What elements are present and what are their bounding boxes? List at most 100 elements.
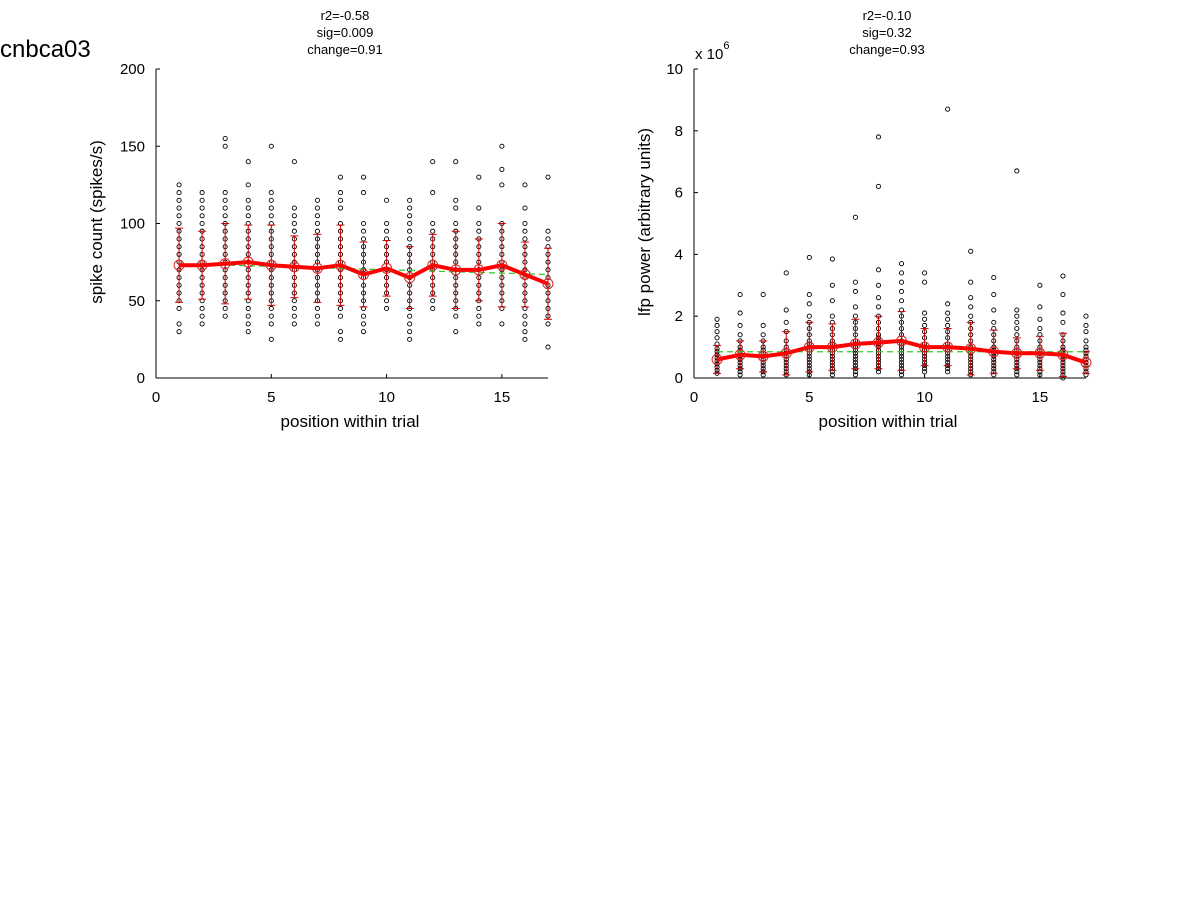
panel1-trial-point xyxy=(291,313,297,319)
panel2-trial-point xyxy=(714,329,720,335)
panel2-trial-point xyxy=(922,366,928,372)
panel1-trial-point xyxy=(314,220,320,227)
panel2-trial-point xyxy=(852,313,858,319)
panel2-mean-marker xyxy=(1057,349,1069,361)
panel2-mean-marker xyxy=(734,349,746,361)
panel2-trial-point xyxy=(968,248,974,254)
panel2-stat-sig: sig=0.32 xyxy=(862,25,912,40)
panel1-trial-point xyxy=(337,197,344,203)
panel1-trial-point xyxy=(499,166,505,172)
panel1-trial-point xyxy=(291,220,297,227)
panel1-trial-point xyxy=(268,143,274,149)
panel2-trial-point xyxy=(1037,316,1043,322)
panel1-trial-point xyxy=(268,205,274,211)
panel2-trial-point xyxy=(922,270,928,276)
panel1-trial-point xyxy=(268,313,274,319)
panel1-trial-point xyxy=(291,213,297,219)
panel1-x-tick-label: 5 xyxy=(267,389,275,406)
panel2-y-exponent-base: x 10 xyxy=(695,46,723,63)
panel2-x-tick-label: 0 xyxy=(690,389,698,406)
panel2-trial-point xyxy=(852,279,858,285)
panel1-error-bars xyxy=(175,223,552,320)
panel2-trial-point xyxy=(737,332,743,338)
panel2-trial-point xyxy=(829,313,835,319)
panel2-trial-point xyxy=(898,270,905,276)
panel1-trial-point xyxy=(245,329,251,335)
panel1-trial-point xyxy=(430,305,436,312)
panel2-x-axis-label: position within trial xyxy=(819,412,958,431)
panel2-mean-marker xyxy=(849,338,861,350)
panel2-trial-point xyxy=(1014,313,1020,319)
panel2-trial-point xyxy=(1083,313,1089,319)
panel2-y-tick-label: 8 xyxy=(675,123,683,140)
panel2-trial-point xyxy=(945,366,951,372)
panel1-trial-point xyxy=(453,159,459,165)
panel2-trial-point xyxy=(875,295,882,301)
panel2-y-tick-label: 0 xyxy=(675,370,683,387)
panel2-trial-point xyxy=(1060,319,1066,325)
panel1-trial-point xyxy=(522,321,528,327)
panel1-trial-point xyxy=(407,220,413,227)
panel1-trial-point xyxy=(360,220,367,227)
panel2-trial-point xyxy=(806,292,812,298)
panel2-trial-point xyxy=(945,369,951,375)
panel2-x-tick-label: 15 xyxy=(1032,389,1049,406)
panel1-trial-point xyxy=(430,298,436,304)
panel1-trial-point xyxy=(337,190,344,196)
panel2-trial-point xyxy=(783,270,789,276)
panel1-trial-point xyxy=(314,197,320,203)
panel2-trial-point xyxy=(1037,304,1043,310)
panel1-trial-point xyxy=(222,135,228,142)
panel1-trial-point xyxy=(476,205,482,211)
panel1-trial-point xyxy=(545,236,551,242)
panel1-mean-marker xyxy=(404,272,416,284)
panel1-trial-point xyxy=(176,305,182,312)
panel2-trial-point xyxy=(737,369,743,375)
panel1-trial-point xyxy=(522,228,528,234)
panel1-trial-point xyxy=(384,298,390,304)
panel1-trial-point xyxy=(176,213,182,219)
panel1-y-tick-label: 50 xyxy=(128,293,145,310)
panel1-trial-point xyxy=(199,321,205,327)
panel1-trial-point xyxy=(222,190,228,196)
panel2-mean-marker xyxy=(988,346,1000,358)
panel1-trial-point xyxy=(245,197,251,203)
panel2-trial-point xyxy=(829,298,835,304)
panel1-trial-point xyxy=(360,174,367,180)
panel2-mean-line xyxy=(716,338,1087,365)
panel1-mean-marker xyxy=(219,258,231,270)
panel1-trial-point xyxy=(384,305,390,312)
panel2-trial-point xyxy=(1083,338,1089,344)
panel1-trial-point xyxy=(176,205,182,211)
panel2-trial-point xyxy=(875,282,882,288)
panel1-trial-point xyxy=(291,228,297,234)
panel1-x-tick-label: 10 xyxy=(378,389,395,406)
panel2-mean-marker xyxy=(896,335,908,347)
panel2-trial-point xyxy=(829,372,835,378)
panel1-trial-point xyxy=(268,305,274,312)
panel2-mean-marker xyxy=(965,343,977,355)
panel1-mean-marker xyxy=(450,264,462,276)
panel2-trial-point xyxy=(737,310,743,316)
panel2-mean-marker xyxy=(1034,347,1046,359)
panel1-trial-point xyxy=(453,329,459,335)
panel2-mean-marker xyxy=(780,347,792,359)
panel1-trial-point xyxy=(360,236,367,242)
panel1-x-tick-label: 0 xyxy=(152,389,160,406)
panel1-trial-point xyxy=(268,213,274,219)
panel1-mean-marker xyxy=(196,259,208,271)
panel1-trial-point xyxy=(407,205,413,211)
panel1-trial-point xyxy=(222,205,228,211)
spike-count-panel: r2=-0.58 sig=0.009 change=0.91 position … xyxy=(87,8,554,431)
panel2-trial-point xyxy=(898,298,905,304)
panel1-trial-point xyxy=(337,174,344,180)
panel1-trial-point xyxy=(291,159,297,165)
panel2-trial-point xyxy=(1014,332,1020,338)
panel1-trial-point xyxy=(476,321,482,327)
panel1-trial-point xyxy=(407,336,413,342)
panel2-trial-point xyxy=(714,335,720,341)
panel1-trial-point xyxy=(499,143,505,149)
panel2-trial-point xyxy=(829,256,835,262)
panel2-y-exponent: x 106 xyxy=(695,40,729,63)
